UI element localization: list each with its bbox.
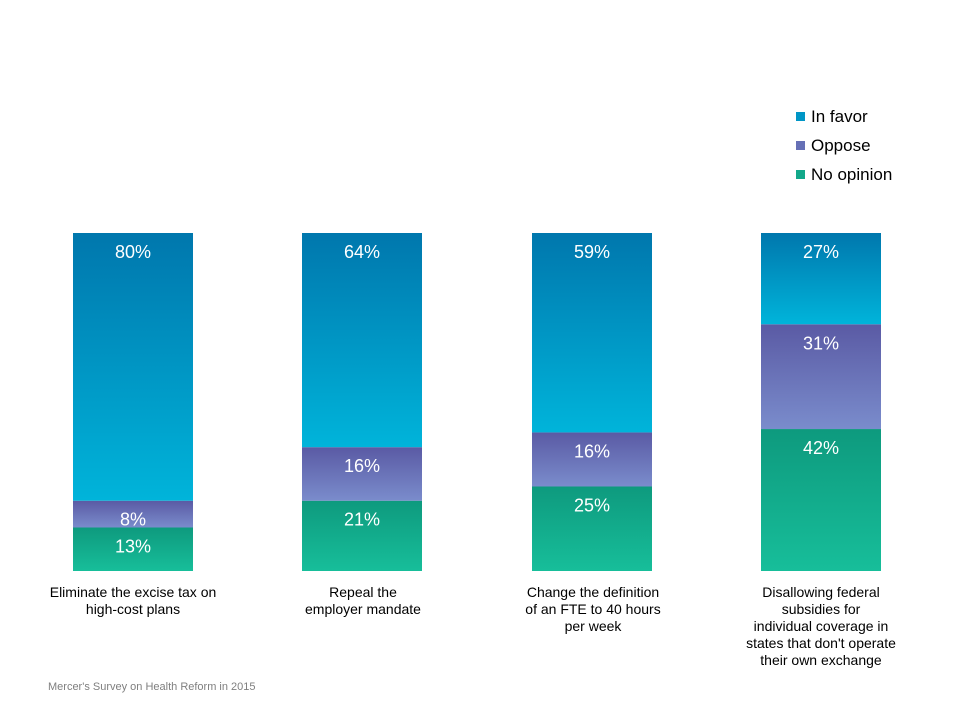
bar-segment-oppose-4 [761,324,881,430]
bar-segment-in-favor-2 [302,233,422,448]
legend: In favor Oppose No opinion [796,102,892,189]
bar-segment-no-opinion-1 [73,527,193,571]
category-label-excise-tax: Eliminate the excise tax on high-cost pl… [49,584,217,617]
bar-label-oppose-3: 16% [574,441,610,461]
source-note: Mercer's Survey on Health Reform in 2015 [48,681,256,693]
bar-label-no-opinion-1: 13% [115,536,151,556]
category-label-fte-definition: Change the definition of an FTE to 40 ho… [525,584,661,634]
bar-segment-in-favor-3 [532,233,652,433]
legend-item-no-opinion: No opinion [796,160,892,189]
bar-segment-oppose-3 [532,432,652,487]
bar-label-oppose-1: 8% [120,510,146,530]
legend-label-no-opinion: No opinion [811,165,893,184]
legend-swatch-oppose [796,141,805,150]
legend-label-in-favor: In favor [811,107,868,126]
bar-segment-no-opinion-4 [761,429,881,571]
legend-swatch-no-opinion [796,170,805,179]
bar-label-oppose-2: 16% [344,456,380,476]
bar-segment-no-opinion-3 [532,486,652,571]
bar-segment-no-opinion-2 [302,500,422,571]
bar-label-in-favor-3: 59% [574,242,610,262]
legend-label-oppose: Oppose [811,136,871,155]
bar-segment-oppose-2 [302,447,422,501]
category-label-employer-mandate: Repeal the employer mandate [305,584,421,617]
bar-label-no-opinion-3: 25% [574,496,610,516]
bar-segment-oppose-1 [73,500,193,528]
bar-segment-in-favor-4 [761,233,881,325]
bar-label-no-opinion-4: 42% [803,438,839,458]
bar-label-oppose-4: 31% [803,333,839,353]
bar-label-no-opinion-2: 21% [344,510,380,530]
legend-item-oppose: Oppose [796,131,892,160]
legend-swatch-in-favor [796,112,805,121]
category-label-federal-subsidies: Disallowing federal subsidies for indivi… [746,584,896,668]
bar-label-in-favor-4: 27% [803,242,839,262]
legend-item-in-favor: In favor [796,102,892,131]
bar-label-in-favor-2: 64% [344,242,380,262]
bars-group: 13% 8% 80% 21% 16% 64% 25% 16% 59% 42% 31% 27% [73,233,881,571]
bar-segment-in-favor-1 [73,233,193,501]
bar-label-in-favor-1: 80% [115,242,151,262]
